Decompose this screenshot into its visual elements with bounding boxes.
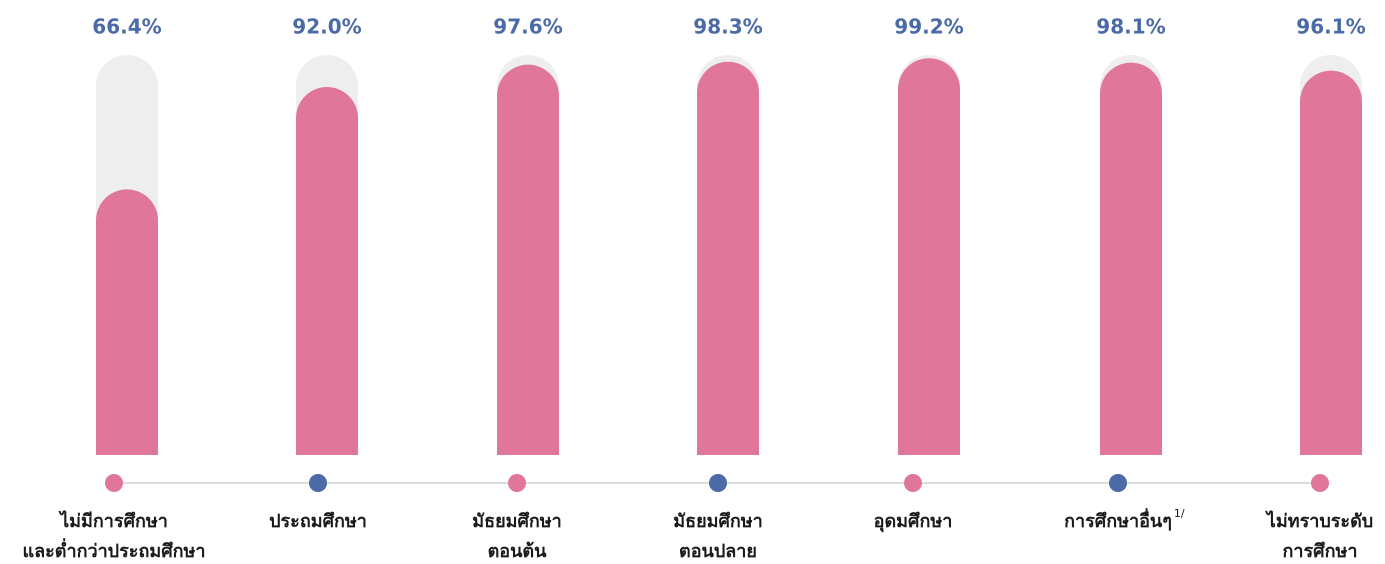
dot xyxy=(309,474,327,492)
value-label: 99.2% xyxy=(894,15,963,39)
category-label: การศึกษาอื่นๆ xyxy=(1064,508,1172,532)
dot xyxy=(709,474,727,492)
value-label: 98.3% xyxy=(693,15,762,39)
value-label: 92.0% xyxy=(292,15,361,39)
dot xyxy=(904,474,922,492)
value-label: 97.6% xyxy=(493,15,562,39)
category-label: มัธยมศึกษาตอนปลาย xyxy=(673,511,763,562)
dot xyxy=(1109,474,1127,492)
bar xyxy=(697,61,759,456)
dot xyxy=(105,474,123,492)
value-label: 96.1% xyxy=(1296,15,1365,39)
category-label: อุดมศึกษา xyxy=(874,511,953,533)
category-label: ไม่มีการศึกษาและต่ำกว่าประถมศึกษา xyxy=(22,510,205,562)
bar xyxy=(898,58,960,455)
dot xyxy=(1311,474,1329,492)
value-label: 98.1% xyxy=(1096,15,1165,39)
bar xyxy=(96,189,158,456)
category-label: มัธยมศึกษาตอนต้น xyxy=(472,511,562,562)
bar xyxy=(1300,70,1362,456)
bar xyxy=(1100,62,1162,456)
footnote-mark: 1/ xyxy=(1174,507,1185,520)
bar xyxy=(296,87,358,455)
dot xyxy=(508,474,526,492)
bar xyxy=(497,64,559,455)
category-label: ไม่ทราบระดับการศึกษา xyxy=(1265,510,1373,562)
value-label: 66.4% xyxy=(92,15,161,39)
category-label: ประถมศึกษา xyxy=(269,511,367,532)
